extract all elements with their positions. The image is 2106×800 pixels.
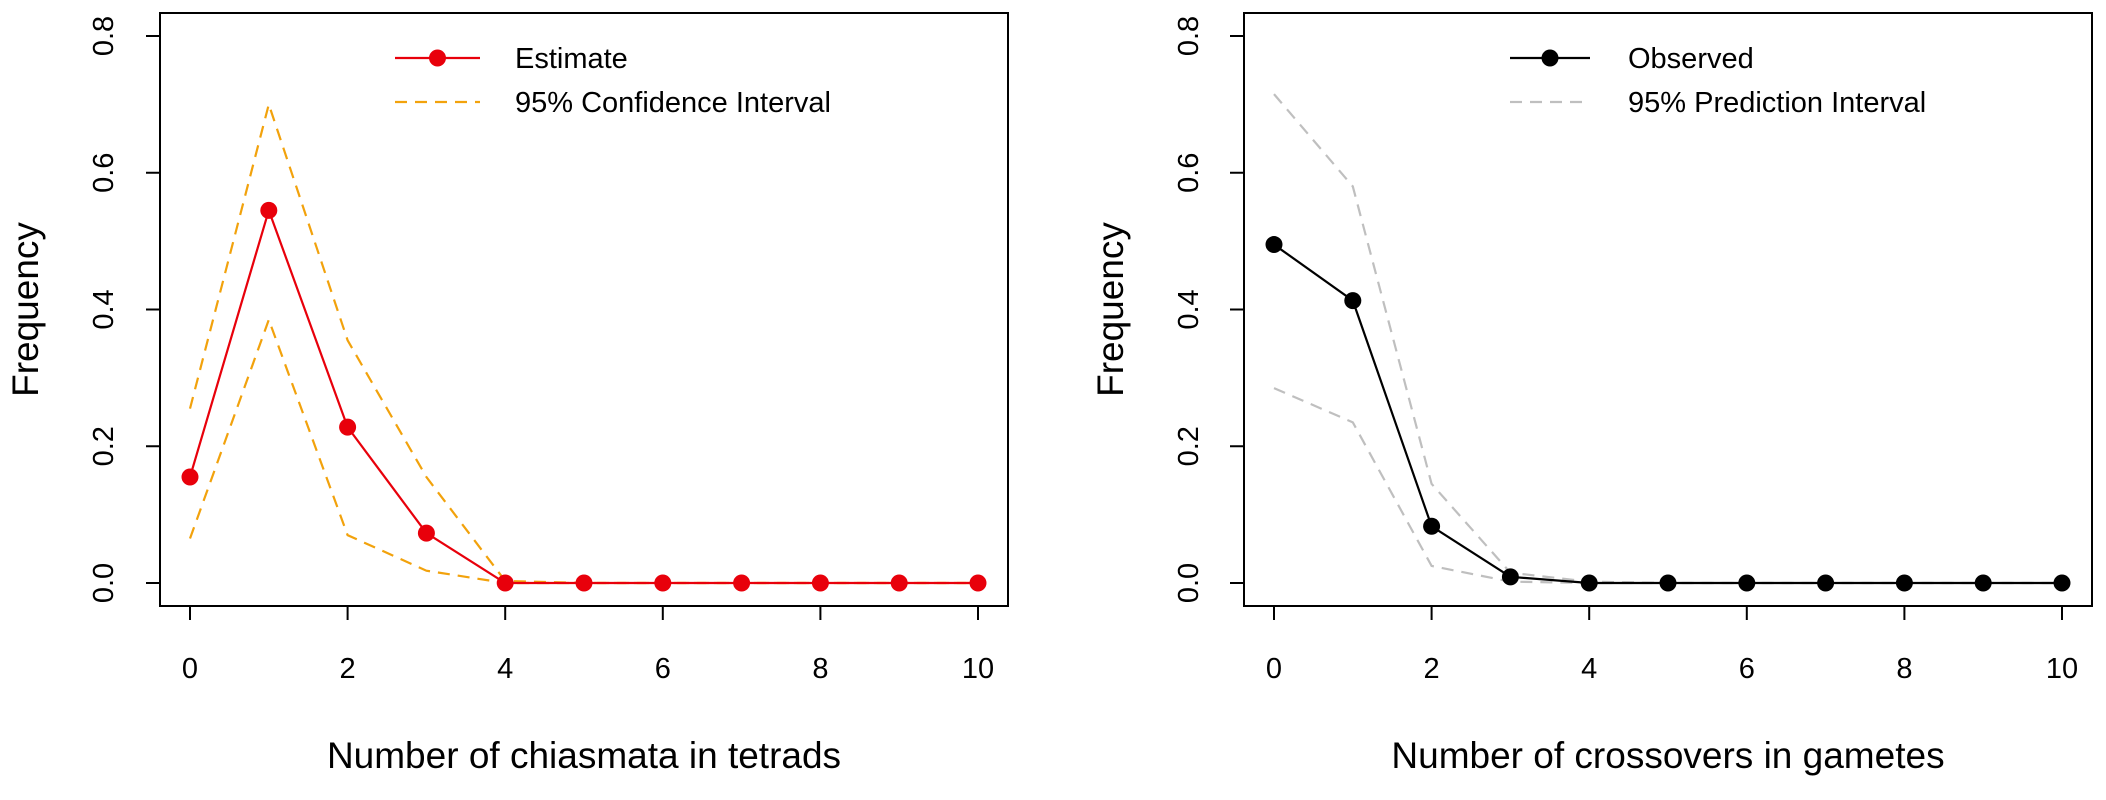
data-point — [260, 201, 278, 219]
x-tick-label: 6 — [1739, 653, 1755, 685]
series-line-upper — [1273, 93, 2062, 585]
chart-panel-2: 0 2 4 6 8 10 Number of crossovers in gametes 0.… — [1090, 12, 2093, 776]
chart-panel-1: 0 2 4 6 8 10 Number of chiasmata in tetrads 0.0… — [5, 12, 1009, 776]
data-point — [654, 574, 672, 592]
legend: Estimate 95% Confidence Interval — [395, 43, 831, 119]
data-point — [339, 418, 357, 436]
data-point — [1423, 517, 1441, 535]
series-line-lower — [1273, 387, 2062, 585]
data-point — [1265, 236, 1283, 254]
data-point — [1344, 292, 1362, 310]
y-tick-label: 0.2 — [1173, 426, 1205, 466]
y-tick-label: 0.8 — [1173, 16, 1205, 56]
x-tick-label: 10 — [962, 653, 994, 685]
legend-label-interval: 95% Confidence Interval — [515, 87, 831, 119]
x-tick-label: 6 — [655, 653, 671, 685]
y-tick-label: 0.0 — [1173, 563, 1205, 603]
data-point — [1738, 574, 1756, 592]
data-point — [1974, 574, 1992, 592]
x-axis-title: Number of crossovers in gametes — [1391, 735, 1944, 776]
legend-label-main: Estimate — [515, 43, 628, 75]
x-axis-title: Number of chiasmata in tetrads — [327, 735, 841, 776]
x-tick-label: 0 — [1266, 653, 1282, 685]
data-point — [890, 574, 908, 592]
y-tick-label: 0.6 — [88, 153, 120, 193]
series-line-lower — [188, 316, 978, 585]
x-tick-label: 4 — [1581, 653, 1597, 685]
data-point — [1659, 574, 1677, 592]
y-axis-title: Frequency — [5, 222, 46, 397]
legend: Observed 95% Prediction Interval — [1510, 43, 1926, 119]
legend-label-main: Observed — [1628, 43, 1754, 75]
x-tick-label: 8 — [1896, 653, 1912, 685]
y-tick-label: 0.4 — [88, 289, 120, 329]
data-point — [1895, 574, 1913, 592]
legend-label-interval: 95% Prediction Interval — [1628, 87, 1926, 119]
data-point — [496, 574, 514, 592]
data-point — [969, 574, 987, 592]
y-tick-label: 0.0 — [88, 563, 120, 603]
x-tick-label: 4 — [497, 653, 513, 685]
x-tick-label: 0 — [182, 653, 198, 685]
data-point — [1817, 574, 1835, 592]
data-point — [2053, 574, 2071, 592]
series-line-main — [188, 206, 978, 585]
x-tick-label: 2 — [1424, 653, 1440, 685]
series-line-main — [1273, 243, 2062, 585]
legend-marker-main — [429, 49, 446, 67]
data-point — [811, 574, 829, 592]
data-point — [575, 574, 593, 592]
data-point — [1501, 568, 1519, 586]
x-tick-label: 2 — [340, 653, 356, 685]
y-tick-label: 0.8 — [88, 16, 120, 56]
x-tick-label: 10 — [2046, 653, 2078, 685]
y-axis-title: Frequency — [1090, 222, 1131, 397]
data-point — [1580, 574, 1598, 592]
y-tick-label: 0.4 — [1173, 289, 1205, 329]
data-point — [733, 574, 751, 592]
x-tick-label: 8 — [812, 653, 828, 685]
data-point — [417, 524, 435, 542]
data-point — [181, 468, 199, 486]
legend-marker-main — [1541, 49, 1559, 67]
y-tick-label: 0.6 — [1173, 153, 1205, 193]
y-tick-label: 0.2 — [88, 426, 120, 466]
series-line-upper — [188, 100, 978, 585]
